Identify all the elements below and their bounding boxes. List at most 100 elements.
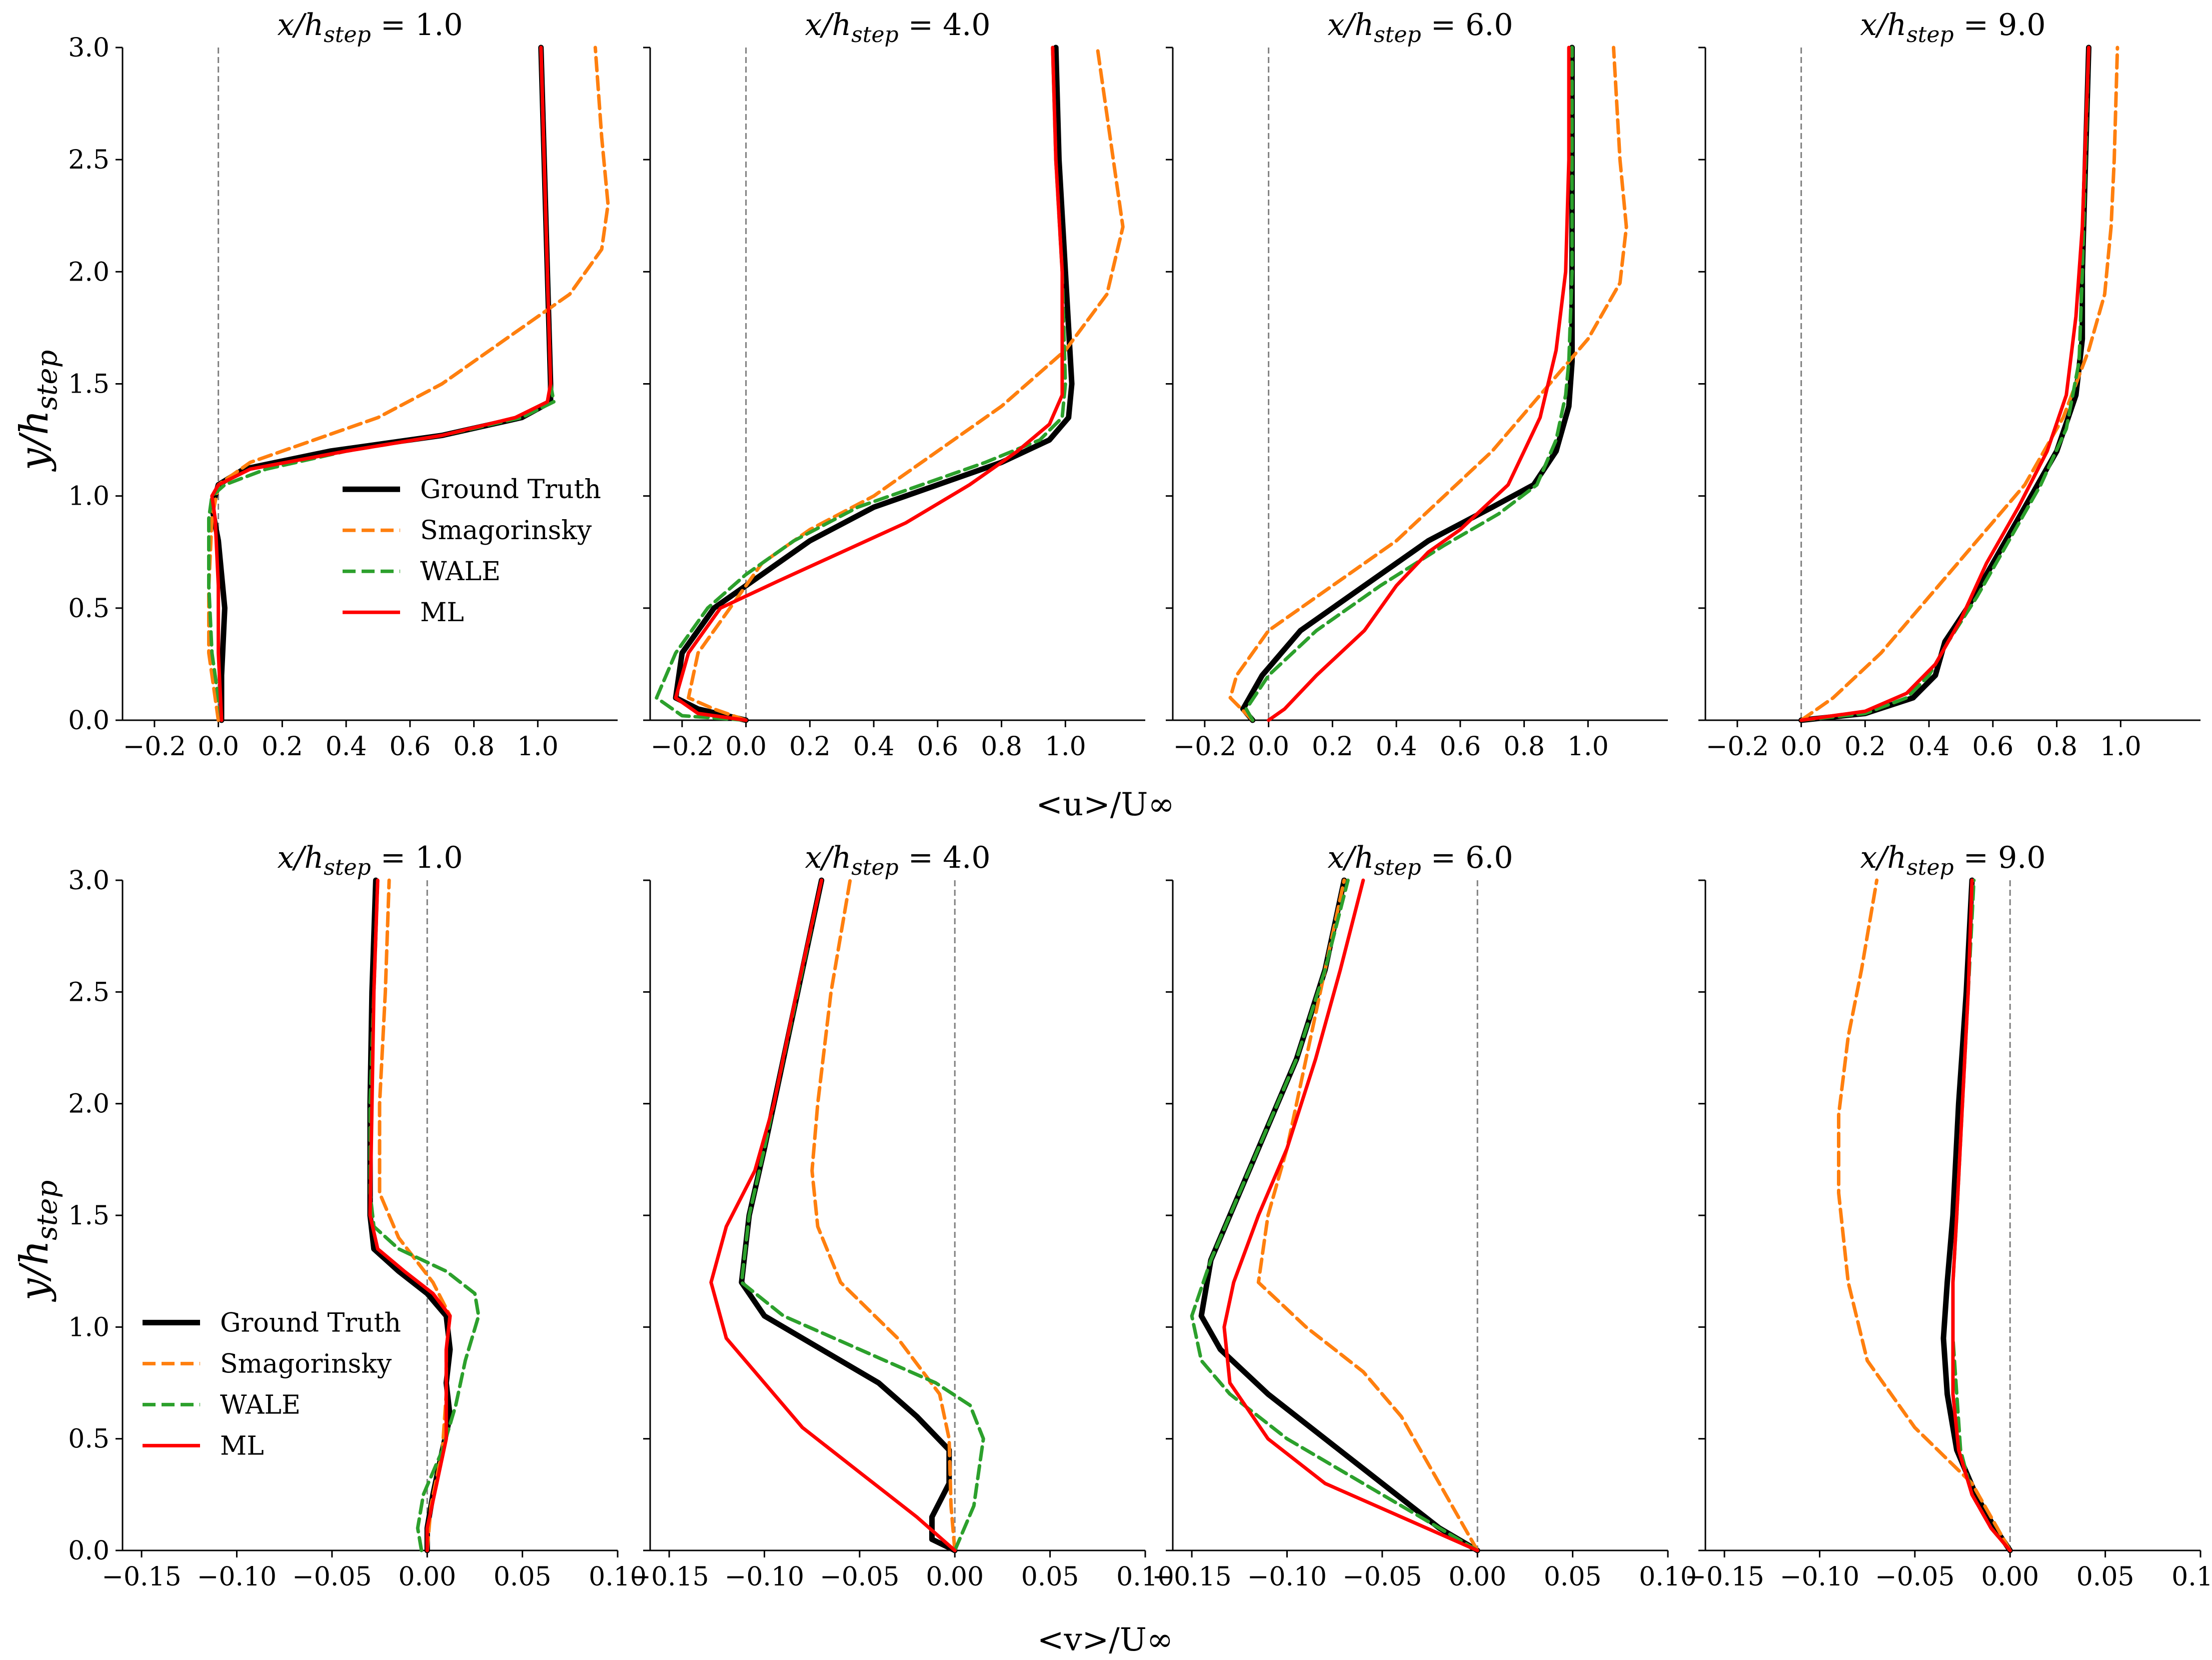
x-tick-label: 0.00 — [398, 1562, 456, 1592]
panel-title: x/hstep = 1.0 — [277, 8, 463, 48]
x-tick-label: 0.0 — [1780, 732, 1822, 762]
panel-title-value: = 1.0 — [371, 8, 463, 43]
x-tick-label: −0.10 — [725, 1562, 804, 1592]
x-tick-label: 0.0 — [725, 732, 767, 762]
legend-label: ML — [220, 1431, 264, 1461]
legend-label: WALE — [220, 1390, 301, 1420]
panel-title-sub: step — [851, 855, 898, 880]
series-line-smagorinsky — [1256, 878, 1479, 1552]
x-tick-label: 0.8 — [1503, 732, 1545, 762]
x-tick-label: 0.2 — [789, 732, 831, 762]
x-tick-label: −0.15 — [102, 1562, 181, 1592]
legend-label: Ground Truth — [420, 475, 601, 505]
x-tick-label: 0.4 — [1908, 732, 1950, 762]
series-line-ml — [1222, 878, 1479, 1552]
series-line-ml — [368, 878, 452, 1552]
x-tick-label: 1.0 — [1045, 732, 1086, 762]
x-tick-label: −0.2 — [651, 732, 714, 762]
x-tick-label: −0.05 — [1342, 1562, 1422, 1592]
panel-title-value: = 9.0 — [1954, 8, 2046, 43]
x-tick-label: 0.10 — [1639, 1562, 1697, 1592]
panel-title-sub: step — [1374, 22, 1421, 48]
x-tick-label: 0.0 — [1248, 732, 1289, 762]
y-tick-label: 0.0 — [68, 1536, 110, 1566]
x-tick-label: 0.8 — [453, 732, 495, 762]
panel-title-value: = 1.0 — [371, 840, 463, 875]
top-row-xlabel: <u>/U∞ — [1036, 786, 1174, 823]
panel-title-main: x/h — [277, 8, 324, 43]
panel-title-value: = 6.0 — [1421, 8, 1513, 43]
series-line-ground-truth — [673, 45, 1075, 723]
legend-label: Smagorinsky — [420, 516, 592, 546]
x-tick-label: −0.10 — [1780, 1562, 1859, 1592]
y-tick-label: 2.0 — [68, 1089, 110, 1119]
panel-title: x/hstep = 6.0 — [1327, 8, 1513, 48]
legend-label: WALE — [420, 557, 501, 587]
x-tick-label: 0.10 — [589, 1562, 647, 1592]
ylabel-sub-text: step — [31, 350, 64, 410]
panel-v1: −0.15 −0.10 −0.05 0.00 0.05 0.10 0.0 0.5 1.0 1.5 2… — [68, 840, 647, 1592]
series-line-ground-truth — [1240, 45, 1575, 723]
y-tick-label: 0.5 — [68, 1424, 110, 1454]
y-tick-label: 0.5 — [68, 594, 110, 624]
ylabel-sub-text: step — [31, 1180, 64, 1240]
panel-title-main: x/h — [1860, 840, 1906, 875]
series-line-ml — [1267, 46, 1571, 722]
series-line-wale — [1244, 46, 1574, 722]
x-tick-label: 0.2 — [1312, 732, 1353, 762]
x-tick-label: 0.05 — [494, 1562, 552, 1592]
svg-text:y/hstep: y/hstep — [12, 1180, 64, 1302]
series-line-smagorinsky — [687, 46, 1125, 722]
x-tick-label: 0.6 — [389, 732, 431, 762]
panel-title: x/hstep = 9.0 — [1860, 840, 2045, 880]
panel-title-sub: step — [1906, 22, 1953, 48]
x-tick-label: 0.00 — [926, 1562, 984, 1592]
x-tick-label: 0.10 — [2171, 1562, 2212, 1592]
panel-title-main: x/h — [1860, 8, 1906, 43]
series-line-smagorinsky — [1799, 46, 2119, 722]
y-tick-label: 0.0 — [68, 706, 110, 736]
x-tick-label: 1.0 — [2100, 732, 2141, 762]
panel-title-main: x/h — [805, 840, 851, 875]
x-tick-label: 1.0 — [517, 732, 559, 762]
x-tick-label: −0.15 — [1684, 1562, 1764, 1592]
series-line-smagorinsky — [1837, 878, 2012, 1552]
x-tick-label: 0.00 — [1448, 1562, 1506, 1592]
series-line-ml — [1799, 46, 2090, 722]
legend: Ground Truth Smagorinsky WALE ML — [343, 475, 601, 628]
svg-text:y/hstep: y/hstep — [12, 350, 64, 472]
series-line-ml — [674, 46, 1064, 722]
x-tick-label: −0.15 — [629, 1562, 709, 1592]
y-tick-label: 1.0 — [68, 1312, 110, 1342]
panel-title-sub: step — [324, 855, 371, 880]
x-tick-label: −0.2 — [1706, 732, 1769, 762]
x-tick-label: 0.6 — [917, 732, 958, 762]
panel-title-main: x/h — [805, 8, 851, 43]
x-tick-label: 0.00 — [1981, 1562, 2039, 1592]
x-tick-label: −0.15 — [1152, 1562, 1231, 1592]
panel-u9: −0.2 0.0 0.2 0.4 0.6 0.8 1.0 x/hstep = 9.0 — [1698, 8, 2200, 762]
panel-v6: −0.15 −0.10 −0.05 0.00 0.05 0.10 x/hstep = 6.0 — [1152, 840, 1696, 1592]
x-tick-label: 0.05 — [1544, 1562, 1602, 1592]
x-tick-label: 0.4 — [326, 732, 367, 762]
y-tick-label: 2.5 — [68, 145, 110, 175]
bottom-row-ylabel: y/hstep — [12, 1180, 64, 1302]
panel-title: x/hstep = 6.0 — [1327, 840, 1513, 880]
legend-label: Smagorinsky — [220, 1349, 392, 1379]
series-line-ml — [1951, 878, 2012, 1552]
ylabel-main-text: y/h — [12, 1240, 57, 1302]
panel-u4: −0.2 0.0 0.2 0.4 0.6 0.8 1.0 x/hstep = 4.0 — [643, 8, 1145, 762]
series-line-ground-truth — [1940, 877, 2013, 1553]
panel-title: x/hstep = 4.0 — [805, 840, 990, 880]
x-tick-label: −0.05 — [292, 1562, 372, 1592]
x-tick-label: 0.10 — [1116, 1562, 1174, 1592]
top-row-ylabel: y/hstep — [12, 350, 64, 472]
panels: −0.2 0.0 0.2 0.4 0.6 0.8 1.0 0.0 0.5 1.0 1.5 2.0 2.5… — [68, 8, 2212, 1592]
panel-title-sub: step — [1374, 855, 1421, 880]
legend-label: Ground Truth — [220, 1308, 401, 1338]
panel-title: x/hstep = 4.0 — [805, 8, 990, 48]
panel-u6: −0.2 0.0 0.2 0.4 0.6 0.8 1.0 x/hstep = 6.0 — [1166, 8, 1668, 762]
series-line-smagorinsky — [378, 878, 452, 1552]
panel-title-value: = 4.0 — [899, 8, 991, 43]
